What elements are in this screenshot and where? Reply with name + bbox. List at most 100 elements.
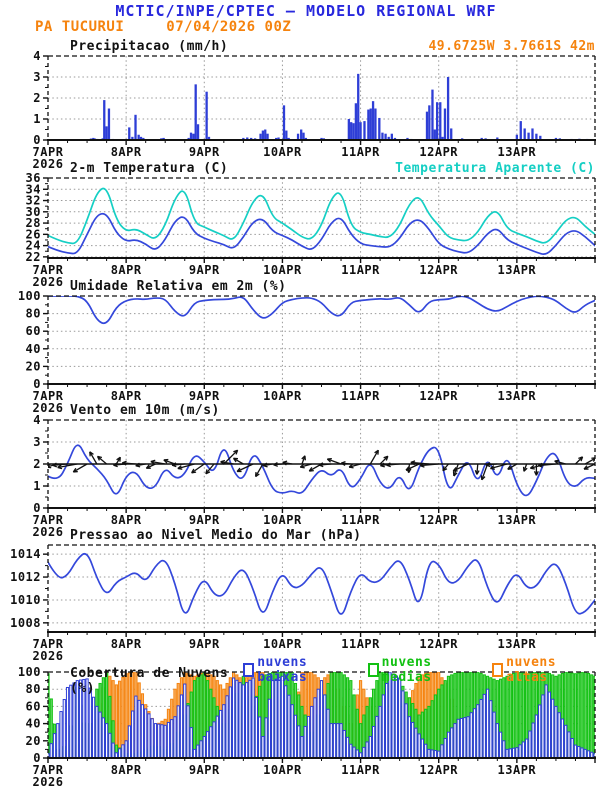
svg-text:60: 60: [26, 324, 41, 338]
precipitation-title: Precipitacao (mm/h): [70, 39, 229, 54]
svg-text:12APR: 12APR: [419, 389, 458, 403]
svg-text:40: 40: [26, 342, 41, 356]
high-clouds-swatch: [492, 663, 504, 677]
apparent-temperature-title: Temperatura Aparente (C): [395, 161, 595, 176]
clouds-title: Cobertura de Nuvens (%): [70, 666, 229, 696]
svg-text:12APR: 12APR: [419, 637, 458, 651]
svg-text:2026: 2026: [33, 649, 64, 663]
svg-text:4: 4: [33, 413, 41, 427]
svg-text:7APR: 7APR: [33, 263, 64, 277]
svg-text:8APR: 8APR: [111, 513, 142, 527]
svg-text:2026: 2026: [33, 401, 64, 415]
svg-text:8APR: 8APR: [111, 145, 142, 159]
svg-text:13APR: 13APR: [498, 145, 537, 159]
clouds-legend: nuvens baixas nuvens medias nuvens altas: [243, 655, 595, 685]
svg-text:12APR: 12APR: [419, 763, 458, 777]
panel-title-pressure: Pressao ao Nivel Medio do Mar (hPa): [70, 528, 595, 543]
temperature-title: 2-m Temperatura (C): [70, 161, 229, 176]
svg-text:10APR: 10APR: [263, 513, 302, 527]
svg-text:10APR: 10APR: [263, 263, 302, 277]
svg-text:7APR: 7APR: [33, 145, 64, 159]
run-datetime: 07/04/2026 00Z: [166, 19, 292, 35]
legend-low-clouds: nuvens baixas: [243, 655, 353, 685]
svg-text:3: 3: [33, 435, 41, 449]
svg-text:10APR: 10APR: [263, 145, 302, 159]
svg-text:100: 100: [18, 665, 41, 679]
svg-text:1012: 1012: [10, 570, 41, 584]
svg-text:0: 0: [33, 751, 41, 765]
svg-text:2: 2: [33, 91, 41, 105]
svg-text:13APR: 13APR: [498, 263, 537, 277]
svg-text:1008: 1008: [10, 616, 41, 630]
svg-text:40: 40: [26, 717, 41, 731]
legend-high-clouds: nuvens altas: [492, 655, 595, 685]
svg-text:7APR: 7APR: [33, 637, 64, 651]
svg-text:9APR: 9APR: [189, 389, 220, 403]
svg-text:28: 28: [26, 216, 41, 230]
pressure-title: Pressao ao Nivel Medio do Mar (hPa): [70, 528, 362, 543]
svg-text:8APR: 8APR: [111, 263, 142, 277]
legend-mid-clouds: nuvens medias: [367, 655, 478, 685]
svg-text:11APR: 11APR: [341, 145, 380, 159]
svg-text:20: 20: [26, 734, 41, 748]
svg-text:10APR: 10APR: [263, 763, 302, 777]
humidity-title: Umidade Relativa em 2m (%): [70, 279, 287, 294]
wind-title: Vento em 10m (m/s): [70, 403, 220, 418]
location-coordinates: 49.6725W 3.7661S 42m: [428, 39, 595, 54]
panel-title-clouds: Cobertura de Nuvens (%) nuvens baixas nu…: [70, 655, 595, 696]
svg-text:7APR: 7APR: [33, 389, 64, 403]
svg-text:9APR: 9APR: [189, 637, 220, 651]
svg-text:2026: 2026: [33, 275, 64, 289]
svg-text:22: 22: [26, 250, 41, 264]
svg-text:7APR: 7APR: [33, 763, 64, 777]
svg-text:32: 32: [26, 194, 41, 208]
panel-title-humidity: Umidade Relativa em 2m (%): [70, 279, 595, 294]
svg-text:24: 24: [26, 239, 41, 253]
svg-text:100: 100: [18, 289, 41, 303]
svg-text:26: 26: [26, 227, 41, 241]
svg-text:9APR: 9APR: [189, 145, 220, 159]
svg-text:2026: 2026: [33, 157, 64, 171]
svg-text:80: 80: [26, 307, 41, 321]
svg-text:13APR: 13APR: [498, 389, 537, 403]
svg-text:1010: 1010: [10, 593, 41, 607]
panel-title-precipitation: Precipitacao (mm/h) 49.6725W 3.7661S 42m: [70, 39, 595, 54]
svg-text:12APR: 12APR: [419, 263, 458, 277]
svg-text:2026: 2026: [33, 775, 64, 789]
svg-text:0: 0: [33, 133, 41, 147]
svg-text:11APR: 11APR: [341, 389, 380, 403]
svg-text:1: 1: [33, 112, 41, 126]
svg-text:7APR: 7APR: [33, 513, 64, 527]
svg-text:8APR: 8APR: [111, 389, 142, 403]
svg-text:0: 0: [33, 377, 41, 391]
svg-text:3: 3: [33, 70, 41, 84]
svg-text:12APR: 12APR: [419, 513, 458, 527]
svg-text:11APR: 11APR: [341, 637, 380, 651]
svg-text:36: 36: [26, 171, 41, 185]
svg-text:11APR: 11APR: [341, 263, 380, 277]
svg-text:1014: 1014: [10, 547, 41, 561]
svg-text:9APR: 9APR: [189, 763, 220, 777]
svg-text:9APR: 9APR: [189, 513, 220, 527]
svg-text:20: 20: [26, 359, 41, 373]
svg-text:0: 0: [33, 501, 41, 515]
svg-text:34: 34: [26, 182, 41, 196]
svg-text:80: 80: [26, 682, 41, 696]
svg-text:9APR: 9APR: [189, 263, 220, 277]
svg-text:1: 1: [33, 479, 41, 493]
panel-title-temperature: 2-m Temperatura (C) Temperatura Aparente…: [70, 161, 595, 176]
svg-text:30: 30: [26, 205, 41, 219]
panel-title-wind: Vento em 10m (m/s): [70, 403, 595, 418]
page-title: MCTIC/INPE/CPTEC — MODELO REGIONAL WRF: [115, 2, 497, 20]
svg-text:10APR: 10APR: [263, 637, 302, 651]
svg-text:13APR: 13APR: [498, 513, 537, 527]
svg-text:13APR: 13APR: [498, 637, 537, 651]
svg-text:12APR: 12APR: [419, 145, 458, 159]
svg-text:60: 60: [26, 699, 41, 713]
mid-clouds-swatch: [367, 663, 379, 677]
svg-text:11APR: 11APR: [341, 513, 380, 527]
svg-text:10APR: 10APR: [263, 389, 302, 403]
station-label: PA TUCURUI: [35, 19, 125, 35]
